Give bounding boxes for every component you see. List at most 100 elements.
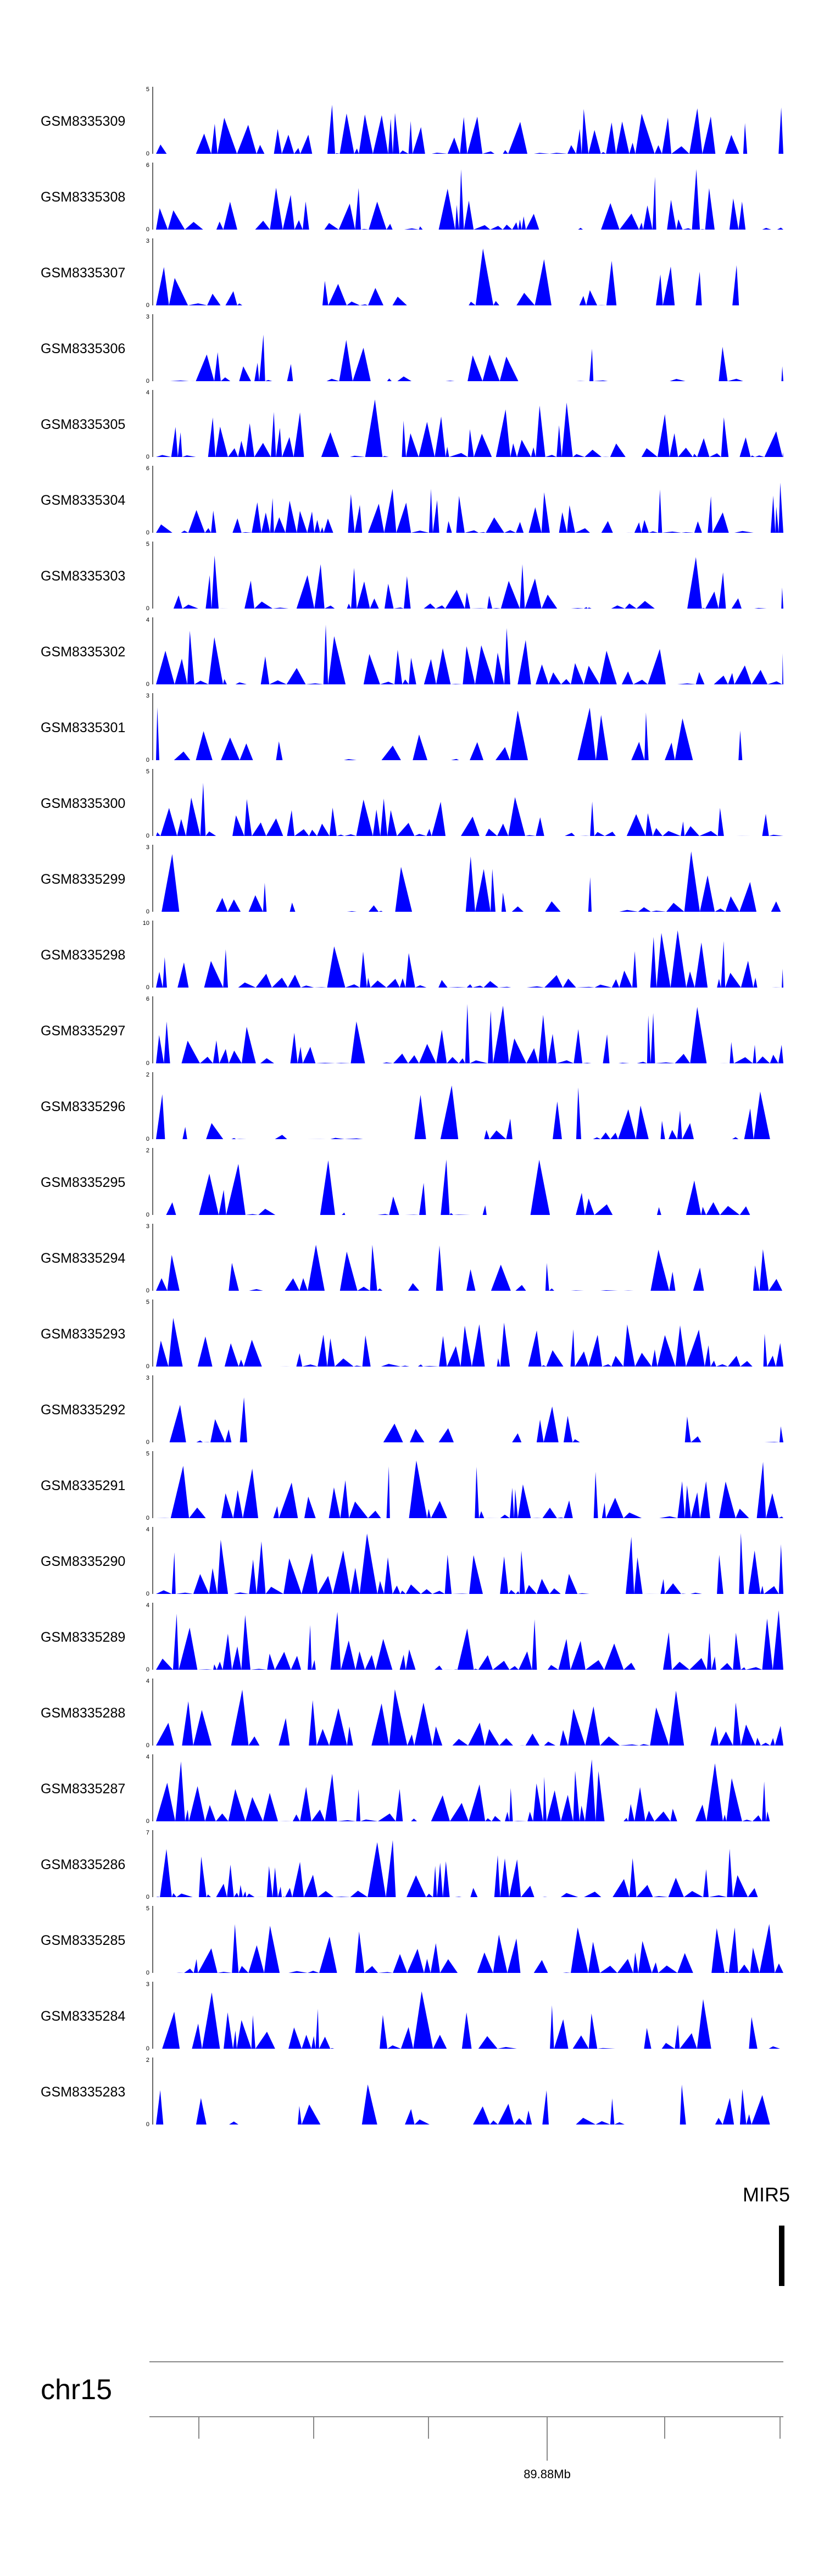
track-label: GSM8335301 — [41, 720, 125, 735]
track-ymax-label: 5 — [146, 1299, 149, 1306]
track-label: GSM8335288 — [41, 1705, 125, 1721]
track-ymin-label: 0 — [146, 226, 149, 233]
track-ymin-label: 0 — [146, 529, 149, 536]
track-label: GSM8335293 — [41, 1326, 125, 1342]
coverage-area — [156, 555, 783, 609]
track-ymax-label: 6 — [146, 996, 149, 1002]
track-ymax-label: 3 — [146, 238, 149, 244]
coverage-area — [156, 1923, 783, 1973]
track-ymax-label: 5 — [146, 86, 149, 93]
ideogram-track: chr15 — [41, 2361, 783, 2406]
track-ymin-label: 0 — [146, 908, 149, 915]
track-label: GSM8335283 — [41, 2084, 125, 2100]
coverage-track: GSM8335290 4 0 — [41, 1526, 783, 1597]
coverage-track: GSM8335292 3 0 — [41, 1375, 783, 1446]
track-label: GSM8335307 — [41, 265, 125, 281]
track-label: GSM8335291 — [41, 1478, 125, 1493]
track-ymin-label: 0 — [146, 150, 149, 157]
track-ymax-label: 5 — [146, 1451, 149, 1457]
track-ymax-label: 4 — [146, 389, 149, 396]
track-label: GSM8335306 — [41, 341, 125, 356]
coverage-track: GSM8335293 5 0 — [41, 1299, 783, 1370]
track-label: GSM8335292 — [41, 1402, 125, 1418]
track-ymax-label: 5 — [146, 768, 149, 775]
track-ymin-label: 0 — [146, 1591, 149, 1597]
track-ymax-label: 4 — [146, 617, 149, 623]
track-ymin-label: 0 — [146, 833, 149, 839]
coverage-area — [156, 1003, 783, 1063]
track-ymin-label: 0 — [146, 1287, 149, 1294]
track-ymax-label: 2 — [146, 1147, 149, 1154]
track-label: GSM8335298 — [41, 947, 125, 963]
gene-feature-mark — [779, 2226, 784, 2286]
coverage-track: GSM8335301 3 0 — [41, 693, 783, 763]
coverage-track: GSM8335307 3 0 — [41, 238, 783, 309]
coverage-area — [156, 1460, 783, 1518]
coverage-track: GSM8335309 5 0 — [41, 86, 783, 157]
coverage-track: GSM8335299 3 0 — [41, 844, 783, 915]
coverage-track: GSM8335306 3 0 — [41, 314, 783, 384]
coverage-area — [156, 851, 783, 912]
track-label: GSM8335299 — [41, 872, 125, 887]
track-label: GSM8335304 — [41, 493, 125, 508]
coverage-track: GSM8335308 6 0 — [41, 162, 783, 233]
track-ymin-label: 0 — [146, 1818, 149, 1825]
track-label: GSM8335309 — [41, 114, 125, 129]
coverage-area — [156, 1318, 783, 1367]
coverage-area — [156, 482, 783, 533]
track-ymin-label: 0 — [146, 1439, 149, 1446]
coverage-area — [156, 1085, 783, 1139]
coverage-area — [156, 1840, 783, 1897]
coverage-area — [156, 625, 783, 684]
track-label: GSM8335300 — [41, 796, 125, 811]
coverage-track: GSM8335286 7 0 — [41, 1830, 783, 1900]
coverage-area — [156, 169, 783, 230]
coverage-track: GSM8335285 5 0 — [41, 1905, 783, 1976]
track-ymin-label: 0 — [146, 1515, 149, 1521]
coverage-track: GSM8335289 4 0 — [41, 1602, 783, 1673]
coverage-track: GSM8335305 4 0 — [41, 389, 783, 460]
track-label: GSM8335297 — [41, 1023, 125, 1039]
track-ymin-label: 0 — [146, 1666, 149, 1673]
track-ymin-label: 0 — [146, 302, 149, 309]
coverage-area — [156, 1759, 783, 1821]
coverage-track: GSM8335294 3 0 — [41, 1223, 783, 1294]
track-label: GSM8335287 — [41, 1781, 125, 1797]
track-label: GSM8335302 — [41, 644, 125, 660]
track-ymax-label: 3 — [146, 844, 149, 851]
track-ymax-label: 6 — [146, 465, 149, 472]
track-ymin-label: 0 — [146, 2045, 149, 2052]
track-ymin-label: 0 — [146, 378, 149, 384]
track-label: GSM8335286 — [41, 1857, 125, 1872]
coverage-area — [156, 707, 783, 760]
track-ymin-label: 0 — [146, 1136, 149, 1142]
coverage-track: GSM8335300 5 0 — [41, 768, 783, 839]
coverage-area — [156, 104, 783, 154]
chromosome-label: chr15 — [41, 2374, 112, 2406]
track-ymax-label: 2 — [146, 1072, 149, 1078]
track-label: GSM8335290 — [41, 1554, 125, 1569]
track-ymax-label: 4 — [146, 1754, 149, 1760]
coverage-track: GSM8335303 5 0 — [41, 541, 783, 612]
coverage-track: GSM8335284 3 0 — [41, 1981, 783, 2052]
coverage-area — [156, 1991, 783, 2049]
gene-label: MIR5 — [743, 2183, 790, 2206]
track-label: GSM8335305 — [41, 417, 125, 432]
track-ymax-label: 3 — [146, 693, 149, 699]
track-ymin-label: 0 — [146, 757, 149, 763]
track-label: GSM8335295 — [41, 1175, 125, 1190]
track-label: GSM8335289 — [41, 1630, 125, 1645]
coverage-track: GSM8335298 10 0 — [41, 920, 783, 991]
track-ymin-label: 0 — [146, 454, 149, 460]
track-ymin-label: 0 — [146, 1060, 149, 1067]
track-ymax-label: 4 — [146, 1678, 149, 1685]
track-ymin-label: 0 — [146, 1970, 149, 1976]
coverage-track: GSM8335288 4 0 — [41, 1678, 783, 1749]
track-ymin-label: 0 — [146, 681, 149, 688]
coverage-area — [156, 1610, 783, 1670]
coverage-track: GSM8335283 2 0 — [41, 2057, 783, 2128]
track-ymin-label: 0 — [146, 984, 149, 991]
track-label: GSM8335285 — [41, 1933, 125, 1948]
track-ymax-label: 3 — [146, 1375, 149, 1381]
